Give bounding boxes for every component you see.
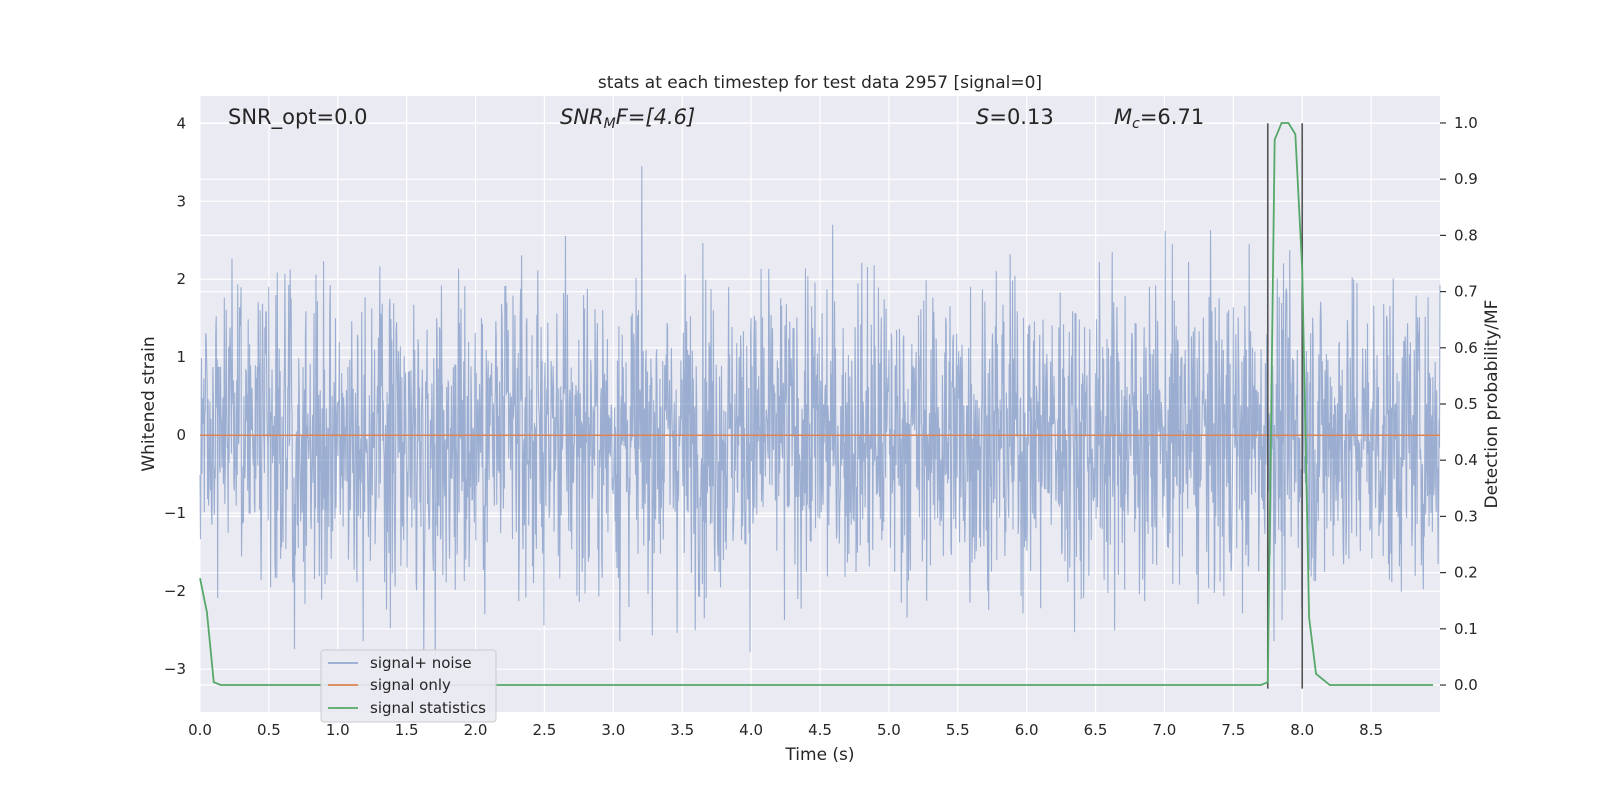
x-tick-label: 2.5: [533, 721, 557, 739]
annotation-mc-sub: c: [1132, 116, 1140, 132]
legend-label-signal-only: signal only: [370, 676, 451, 694]
y-tick-label: −3: [164, 660, 186, 678]
x-tick-label: 7.0: [1153, 721, 1177, 739]
annotation-snr-opt: SNR_opt=0.0: [228, 105, 368, 130]
y-tick-label: −1: [164, 504, 186, 522]
y-tick-label: 3: [176, 192, 186, 210]
y2-tick-label: 0.6: [1454, 339, 1478, 357]
annotation-snr-mf-main: SNR: [560, 105, 604, 129]
annotation-mc: Mc=6.71: [1114, 105, 1204, 132]
x-tick-label: 6.0: [1015, 721, 1039, 739]
y-tick-label: 1: [176, 348, 186, 366]
y2-tick-label: 0.0: [1454, 676, 1478, 694]
x-tick-label: 1.0: [326, 721, 350, 739]
x-tick-label: 8.5: [1359, 721, 1383, 739]
y2-tick-label: 1.0: [1454, 114, 1478, 132]
y2-axis-ticks: 1.0 0.9 0.8 0.7 0.6 0.5 0.4 0.3 0.2 0.1 0.0: [1440, 114, 1478, 694]
legend-box: [320, 649, 497, 723]
series-signal-noise: [199, 166, 1441, 672]
y2-tick-label: 0.1: [1454, 620, 1478, 638]
y2-tick-label: 0.8: [1454, 226, 1478, 244]
y-tick-label: −2: [164, 582, 186, 600]
x-tick-label: 6.5: [1084, 721, 1108, 739]
y-axis-label: Whitened strain: [139, 336, 159, 471]
x-tick-label: 5.5: [946, 721, 970, 739]
y2-tick-label: 0.3: [1454, 507, 1478, 525]
annotation-snr-mf: SNRMF=[4.6]: [560, 105, 695, 132]
legend-label-statistics: signal statistics: [370, 699, 486, 717]
vertical-markers: [1266, 123, 1304, 689]
annotation-s-var: S: [976, 105, 989, 129]
x-tick-label: 8.0: [1290, 721, 1314, 739]
y2-tick-label: 0.5: [1454, 395, 1478, 413]
x-tick-label: 2.0: [464, 721, 488, 739]
legend: signal+ noise signal only signal statist…: [320, 649, 497, 723]
x-tick-label: 1.5: [395, 721, 419, 739]
x-tick-label: 0.0: [188, 721, 212, 739]
y-tick-label: 2: [176, 270, 186, 288]
y2-tick-label: 0.9: [1454, 170, 1478, 188]
y-axis-ticks: 4 3 2 1 0 −1 −2 −3: [164, 114, 186, 678]
annotation-snr-mf-sub: M: [604, 116, 616, 132]
x-tick-label: 3.5: [670, 721, 694, 739]
x-tick-label: 4.0: [739, 721, 763, 739]
x-tick-label: 4.5: [808, 721, 832, 739]
y2-tick-label: 0.7: [1454, 283, 1478, 301]
x-tick-label: 5.0: [877, 721, 901, 739]
x-axis-label: Time (s): [784, 745, 854, 765]
y2-axis-label: Detection probability/MF: [1482, 300, 1502, 509]
annotation-s-rest: =0.13: [989, 105, 1053, 129]
x-tick-label: 3.0: [601, 721, 625, 739]
annotation-s: S=0.13: [976, 105, 1054, 129]
legend-label-noise: signal+ noise: [370, 654, 472, 672]
y2-tick-label: 0.2: [1454, 564, 1478, 582]
y-tick-label: 0: [176, 426, 186, 444]
y-tick-label: 4: [176, 114, 186, 132]
chart-title: stats at each timestep for test data 295…: [598, 73, 1042, 93]
y2-tick-label: 0.4: [1454, 451, 1478, 469]
annotation-snr-mf-rest: F=[4.6]: [616, 105, 695, 129]
x-axis-ticks: 0.0 0.5 1.0 1.5 2.0 2.5 3.0 3.5 4.0 4.5 5.0 5.5 6.0 6…: [188, 721, 1383, 739]
x-tick-label: 0.5: [257, 721, 281, 739]
x-tick-label: 7.5: [1221, 721, 1245, 739]
annotation-mc-var: M: [1114, 105, 1132, 129]
annotation-mc-rest: =6.71: [1140, 105, 1204, 129]
noise-trace: [199, 166, 1441, 672]
